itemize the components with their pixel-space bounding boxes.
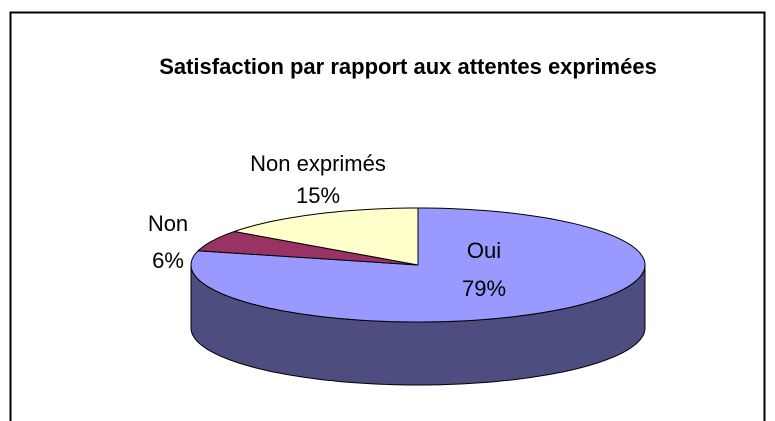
value-label: 6% [152,248,184,273]
value-label: 15% [296,183,340,208]
slice-label: Non exprimés [250,151,386,176]
chart-frame [9,11,766,421]
chart-title: Satisfaction par rapport aux attentes ex… [159,54,657,79]
slice-label: Non [148,211,188,236]
slice [196,230,419,266]
slice [232,207,419,266]
slice-label: Oui [467,238,501,263]
value-label: 79% [462,276,506,301]
